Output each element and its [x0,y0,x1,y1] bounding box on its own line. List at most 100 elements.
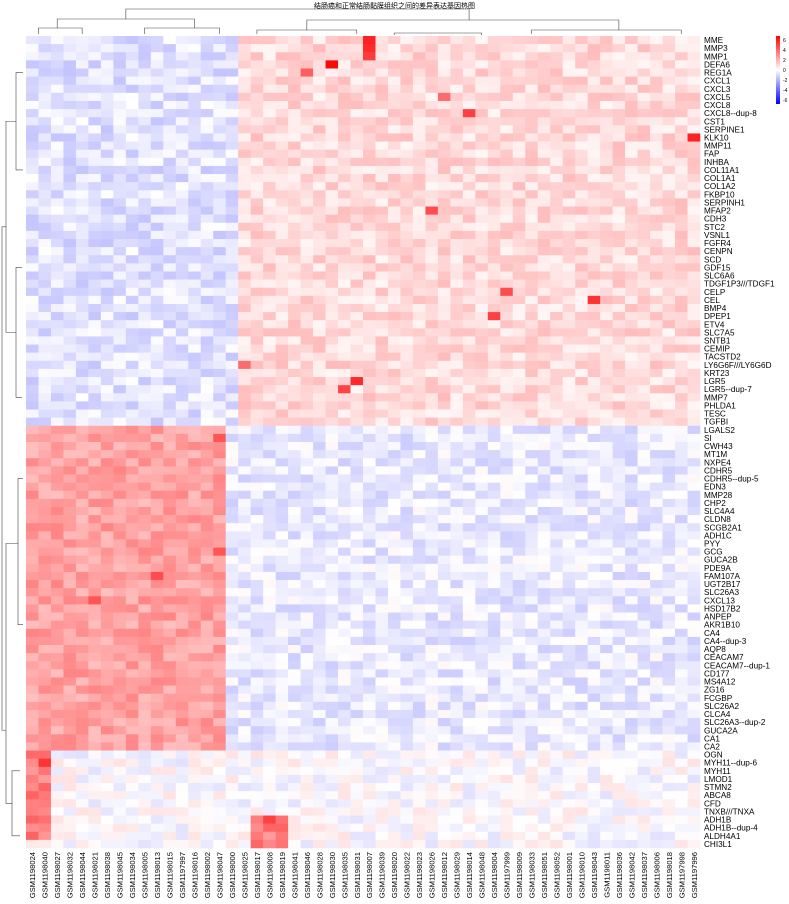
heatmap-cell [375,247,389,256]
heatmap-cell [425,620,439,630]
heatmap-cell [537,555,551,565]
heatmap-cell [288,149,301,159]
heatmap-cell [687,693,701,703]
heatmap-cell [600,693,613,703]
heatmap-cell [400,450,414,459]
heatmap-cell [487,165,501,175]
heatmap-cell [38,247,52,256]
heatmap-cell [550,84,563,94]
heatmap-cell [687,596,701,605]
heatmap-cell [163,563,177,573]
heatmap-cell [113,377,127,386]
heatmap-cell [575,222,588,232]
heatmap-cell [475,766,489,776]
heatmap-cell [175,109,189,118]
heatmap-cell [612,401,626,410]
heatmap-cell [213,320,226,329]
heatmap-cell [225,482,239,492]
heatmap-cell [163,628,177,638]
heatmap-cell [38,726,52,735]
heatmap-cell [300,450,314,459]
heatmap-cell [662,726,676,735]
heatmap-cell [238,100,251,110]
heatmap-cell [88,141,102,150]
heatmap-cell [338,466,351,475]
heatmap-cell [462,482,476,492]
heatmap-cell [50,612,64,621]
heatmap-cell [562,482,576,492]
heatmap-cell [425,515,439,524]
heatmap-cell [313,320,326,329]
heatmap-cell [50,377,64,386]
heatmap-cell [500,563,514,573]
heatmap-cell [687,117,701,126]
heatmap-cell [175,482,189,492]
heatmap-cell [88,255,102,264]
heatmap-cell [100,661,114,670]
heatmap-cell [462,490,476,500]
heatmap-cell [88,287,102,297]
heatmap-cell [363,239,376,248]
heatmap-cell [612,312,626,321]
heatmap-cell [188,279,202,289]
heatmap-cell [375,271,389,280]
heatmap-cell [525,393,539,402]
heatmap-cell [138,133,152,142]
heatmap-cell [275,531,289,540]
heatmap-cell [512,571,526,581]
heatmap-cell [662,669,676,678]
heatmap-cell [213,198,226,207]
heatmap-cell [687,279,701,289]
heatmap-cell [500,109,514,118]
heatmap-cell [100,328,114,337]
heatmap-cell [313,458,326,467]
heatmap-cell [600,442,613,451]
heatmap-cell [50,255,64,264]
heatmap-cell [338,198,351,207]
heatmap-cell [138,433,152,443]
heatmap-cell [150,490,164,500]
heatmap-cell [288,222,301,232]
heatmap-cell [313,774,326,784]
heatmap-cell [188,498,202,508]
heatmap-cell [250,287,264,297]
heatmap-cell [300,109,314,118]
heatmap-cell [662,92,676,102]
heatmap-cell [412,230,426,240]
heatmap-cell [462,206,476,215]
heatmap-cell [338,230,351,240]
heatmap-cell [300,360,314,370]
heatmap-cell [562,742,576,751]
heatmap-cell [175,661,189,670]
heatmap-cell [687,76,701,86]
heatmap-cell [487,693,501,703]
heatmap-cell [225,425,239,435]
heatmap-cell [687,385,701,394]
heatmap-cell [100,36,114,45]
heatmap-cell [88,100,102,110]
heatmap-cell [425,222,439,232]
heatmap-cell [50,783,64,792]
heatmap-cell [300,368,314,378]
heatmap-cell [475,620,489,630]
heatmap-cell [175,182,189,191]
heatmap-cell [537,100,551,110]
heatmap-cell [412,141,426,150]
heatmap-cell [363,677,376,686]
heatmap-cell [412,157,426,167]
heatmap-cell [575,44,588,53]
heatmap-cell [275,401,289,410]
heatmap-cell [288,661,301,670]
heatmap-cell [550,117,563,126]
heatmap-cell [500,506,514,516]
heatmap-cell [100,653,114,662]
heatmap-cell [188,84,202,94]
heatmap-cell [375,182,389,191]
heatmap-cell [163,157,177,167]
heatmap-cell [450,287,464,297]
heatmap-cell [113,580,127,589]
heatmap-cell [662,547,676,556]
heatmap-cell [350,596,364,605]
heatmap-cell [500,84,514,94]
heatmap-cell [525,506,539,516]
